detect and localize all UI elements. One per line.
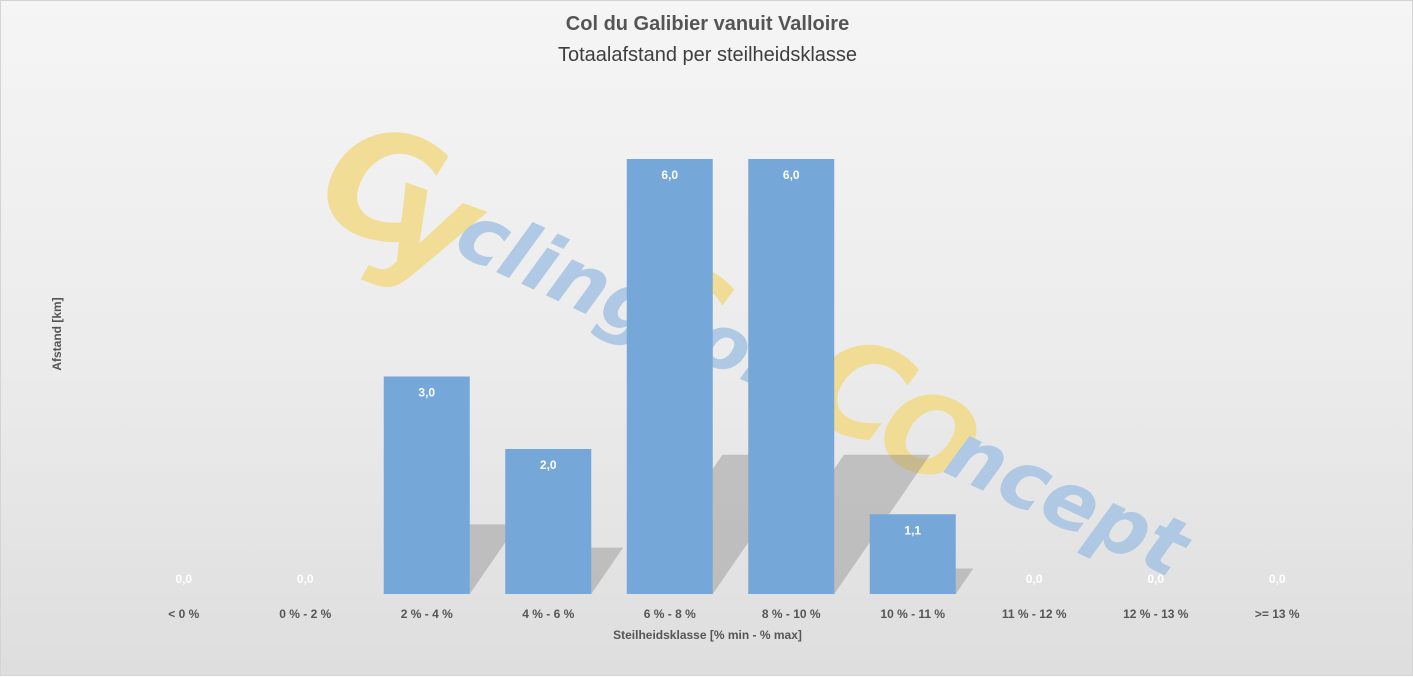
x-tick-label: 10 % - 11 % (880, 607, 945, 621)
data-label: 2,0 (540, 458, 557, 472)
data-label: 0,0 (175, 572, 192, 586)
bar (505, 449, 592, 594)
bar (869, 514, 956, 594)
x-tick-label: < 0 % (168, 607, 199, 621)
bar (626, 159, 713, 594)
x-tick-label: 4 % - 6 % (522, 607, 574, 621)
data-label: 0,0 (297, 572, 314, 586)
chart-subtitle: Totaalafstand per steilheidsklasse (557, 44, 858, 66)
x-tick-label: 11 % - 12 % (1002, 607, 1067, 621)
x-tick-label: 8 % - 10 % (762, 607, 821, 621)
data-label: 0,0 (1269, 572, 1286, 586)
data-label: 3,0 (418, 386, 435, 400)
chart-title: Col du Galibier vanuit Valloire (565, 13, 850, 35)
bar (748, 159, 835, 594)
data-labels: 0,0 0,0 3,0 2,0 6,0 6,0 1,1 0,0 0,0 0,0 (175, 168, 1286, 586)
x-axis-label: Steilheidsklasse [% min - % max] (613, 628, 802, 642)
data-label: 6,0 (783, 168, 800, 182)
x-tick-labels: < 0 % 0 % - 2 % 2 % - 4 % 4 % - 6 % 6 % - 8 … (168, 607, 1300, 621)
y-axis-label: Afstand [km] (50, 297, 64, 371)
x-tick-label: 2 % - 4 % (401, 607, 453, 621)
data-label: 0,0 (1026, 572, 1043, 586)
data-label: 6,0 (661, 168, 678, 182)
data-label: 0,0 (1147, 572, 1164, 586)
x-tick-label: >= 13 % (1255, 607, 1300, 621)
bar (383, 376, 470, 594)
bars (383, 159, 956, 594)
data-label: 1,1 (904, 523, 921, 537)
x-tick-label: 12 % - 13 % (1123, 607, 1189, 621)
x-tick-label: 0 % - 2 % (279, 607, 331, 621)
x-tick-label: 6 % - 8 % (644, 607, 696, 621)
